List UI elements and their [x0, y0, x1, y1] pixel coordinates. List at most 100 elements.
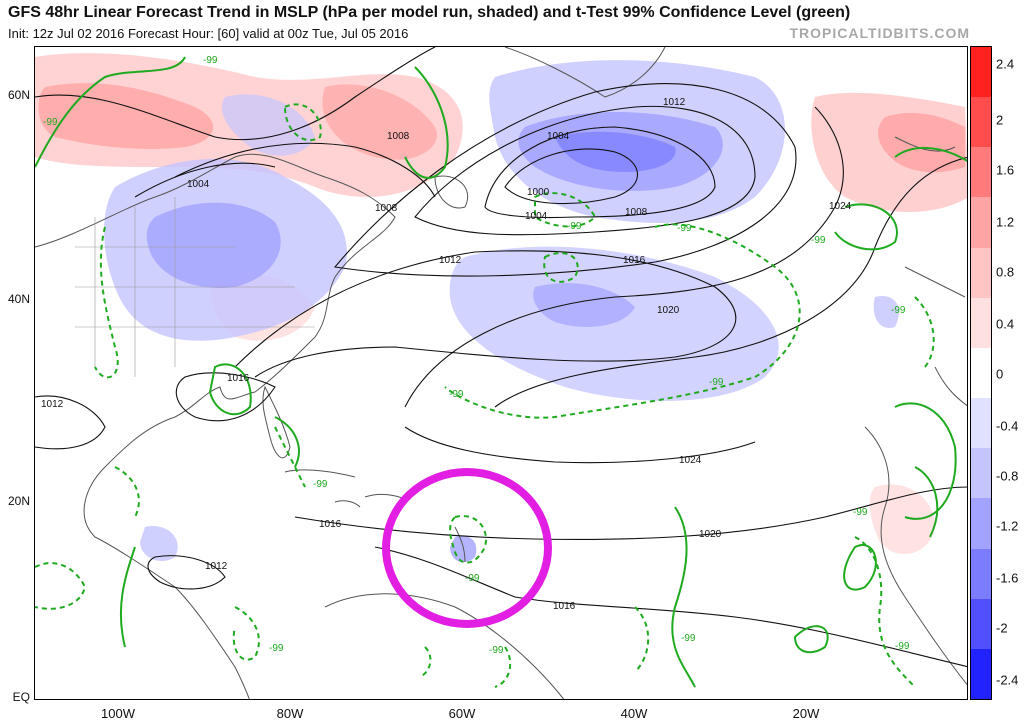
positive-trend-area [869, 484, 935, 554]
latitude-axis: 60N 40N 20N EQ [0, 46, 34, 704]
confidence-contours [35, 56, 967, 688]
colorbar-labels: 2.4 2 1.6 1.2 0.8 0.4 0 -0.4 -0.8 -1.2 -… [994, 46, 1024, 700]
confidence-contour-dashed [494, 646, 512, 688]
colorbar-swatch [971, 247, 991, 299]
isobar-label: 1008 [387, 131, 410, 142]
highlight-circle [382, 468, 552, 628]
colorbar-swatch [971, 498, 991, 550]
isobar-label: 1016 [553, 601, 576, 612]
confidence-contour-solid [35, 56, 186, 168]
negative-trend-area [873, 296, 899, 328]
isobar-label: 1008 [625, 207, 648, 218]
positive-trend-core [322, 84, 437, 160]
isobar-1012-gulf [35, 395, 106, 450]
confidence-label: -99 [895, 641, 910, 652]
colorbar-tick-label: 0.4 [996, 316, 1015, 332]
longitude-axis: 100W 80W 60W 40W 20W [34, 702, 968, 724]
negative-trend-core [533, 283, 635, 327]
isobar-1004-low [484, 126, 716, 219]
europe-coast [894, 136, 967, 407]
confidence-contours-dashed [35, 103, 935, 688]
isobar-1012-north [35, 47, 436, 141]
isobar-label: 1024 [829, 201, 852, 212]
colorbar-tick-label: 1.2 [996, 214, 1015, 230]
confidence-label: -99 [677, 223, 692, 234]
negative-trend-core [146, 202, 281, 288]
lat-label: 40N [7, 292, 30, 306]
map-canvas: 1012 1008 1004 1004 1008 1000 1004 1008 … [35, 47, 967, 699]
colorbar-swatch [971, 448, 991, 500]
colorbar-tick-label: -2.4 [996, 672, 1019, 688]
colorbar-tick-label: 0.8 [996, 264, 1015, 280]
confidence-contour-dashed [914, 296, 935, 368]
lon-label: 100W [101, 706, 135, 721]
colorbar-tick-label: -1.2 [996, 518, 1019, 534]
isobar-label: 1004 [547, 131, 570, 142]
isobar-1012-pacific [147, 555, 226, 590]
colorbar-tick-label: -0.4 [996, 418, 1019, 434]
confidence-contour-solid [894, 402, 957, 520]
isobar-label: 1012 [41, 399, 64, 410]
confidence-label: -99 [313, 479, 328, 490]
lon-label: 40W [620, 706, 648, 721]
coastlines [35, 47, 967, 699]
isobar-1008 [174, 142, 436, 198]
colorbar-swatch [971, 197, 991, 249]
lat-label: EQ [12, 690, 30, 704]
isobar-label: 1016 [227, 373, 250, 384]
colorbar [970, 46, 992, 700]
isobar-1020-south [294, 486, 967, 541]
colorbar-swatch [971, 398, 991, 450]
isobar-label: 1020 [699, 529, 722, 540]
forecast-map[interactable]: 1012 1008 1004 1004 1008 1000 1004 1008 … [34, 46, 968, 700]
confidence-contour-dashed [419, 646, 432, 678]
florida-peninsula [262, 385, 291, 459]
isobar-1024-south [404, 426, 756, 464]
colorbar-swatch [971, 47, 991, 99]
isobar-1024-high [494, 156, 967, 408]
newfoundland [434, 175, 469, 209]
lat-label: 60N [7, 88, 30, 102]
colorbar-tick-label: 0 [996, 366, 1004, 382]
confidence-contour-dashed [35, 562, 87, 610]
colorbar-tick-label: 1.6 [996, 162, 1015, 178]
isobar-1012-low [333, 83, 797, 277]
trend-shading [35, 53, 967, 563]
isobar-1020-high [404, 106, 844, 408]
isobar-1016-south [374, 546, 967, 668]
isobar-label: 1000 [527, 187, 550, 198]
lon-label: 20W [792, 706, 820, 721]
confidence-contour-solid [914, 466, 939, 538]
colorbar-tick-label: -2 [996, 620, 1008, 636]
confidence-contour-dashed [543, 252, 579, 283]
colorbar-tick-label: 2.4 [996, 56, 1015, 72]
confidence-contour-solid [843, 544, 877, 591]
colorbar-tick-label: -1.6 [996, 570, 1019, 586]
confidence-label: -99 [203, 55, 218, 66]
confidence-contour-dashed [94, 226, 119, 379]
isobar-label: 1016 [319, 519, 342, 530]
confidence-label: -99 [489, 645, 504, 656]
confidence-contour-solid [834, 203, 898, 251]
confidence-contour-dashed [232, 606, 260, 661]
source-watermark: TROPICALTIDBITS.COM [789, 25, 970, 41]
confidence-label: -99 [567, 221, 582, 232]
confidence-label: -99 [853, 507, 868, 518]
confidence-label: -99 [465, 573, 480, 584]
caribbean-islands [284, 469, 466, 563]
negative-trend-area [140, 526, 178, 562]
confidence-contour-solid [404, 66, 449, 179]
isobar-contours [35, 47, 967, 668]
confidence-label: -99 [681, 633, 696, 644]
confidence-contour-dashed [854, 536, 916, 688]
confidence-contour-solid [671, 506, 696, 688]
confidence-contour-solid [119, 546, 136, 648]
isobar-label: 1012 [205, 561, 228, 572]
isobar-label: 1004 [187, 179, 210, 190]
confidence-label: -99 [891, 305, 906, 316]
confidence-contour-dashed [283, 103, 322, 142]
confidence-contour-solid [208, 363, 252, 416]
colorbar-swatch [971, 598, 991, 650]
confidence-label: -99 [269, 643, 284, 654]
north-america-coast [35, 153, 396, 699]
